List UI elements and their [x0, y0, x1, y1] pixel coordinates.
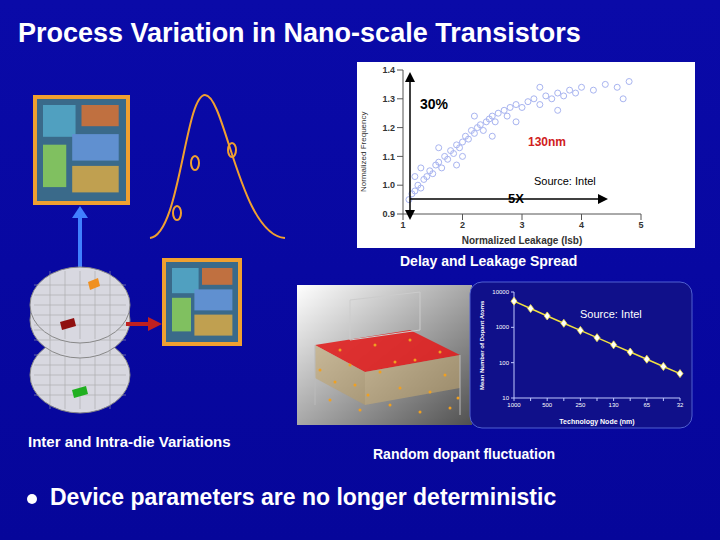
- svg-text:100: 100: [499, 360, 510, 366]
- html-text:5X: 5X: [508, 191, 524, 206]
- svg-text:1.4: 1.4: [382, 65, 395, 75]
- svg-text:Mean Number of Dopant Atoms: Mean Number of Dopant Atoms: [479, 300, 485, 390]
- html-text:Process Variation in Nano-scal: Process Variation in Nano-scale Transist…: [18, 18, 581, 48]
- svg-text:10000: 10000: [492, 289, 509, 295]
- html-text:30%: 30%: [420, 96, 448, 112]
- svg-text:10: 10: [502, 395, 509, 401]
- svg-text:32: 32: [677, 402, 684, 408]
- svg-text:500: 500: [542, 402, 553, 408]
- svg-text:1.1: 1.1: [382, 152, 395, 162]
- html-text:Random dopant fluctuation: Random dopant fluctuation: [373, 446, 555, 462]
- svg-text:250: 250: [575, 402, 586, 408]
- html-text:Source: Intel: Source: Intel: [580, 308, 642, 320]
- svg-text:1000: 1000: [507, 402, 521, 408]
- svg-text:3: 3: [519, 220, 524, 230]
- svg-text:4: 4: [579, 220, 584, 230]
- svg-text:1: 1: [400, 220, 405, 230]
- svg-text:1.3: 1.3: [382, 94, 395, 104]
- html-text:Device parameters are no longe: Device parameters are no longer determin…: [50, 484, 557, 510]
- svg-text:0.9: 0.9: [382, 209, 395, 219]
- html-text:Inter and Intra-die Variations: Inter and Intra-die Variations: [28, 433, 231, 450]
- svg-text:1000: 1000: [496, 324, 510, 330]
- svg-text:130: 130: [609, 402, 620, 408]
- svg-text:Technology Node (nm): Technology Node (nm): [559, 418, 634, 426]
- html-text:Source: Intel: Source: Intel: [534, 175, 596, 187]
- svg-text:5: 5: [638, 220, 643, 230]
- html-text:130nm: 130nm: [528, 135, 566, 149]
- svg-text:65: 65: [643, 402, 650, 408]
- svg-text:1.2: 1.2: [382, 123, 395, 133]
- html-text:Delay and Leakage Spread: Delay and Leakage Spread: [400, 253, 578, 269]
- svg-text:1.0: 1.0: [382, 180, 395, 190]
- svg-text:2: 2: [460, 220, 465, 230]
- svg-text:Normalized Frequency: Normalized Frequency: [359, 112, 368, 192]
- svg-text:Normalized Leakage (Isb): Normalized Leakage (Isb): [462, 235, 583, 246]
